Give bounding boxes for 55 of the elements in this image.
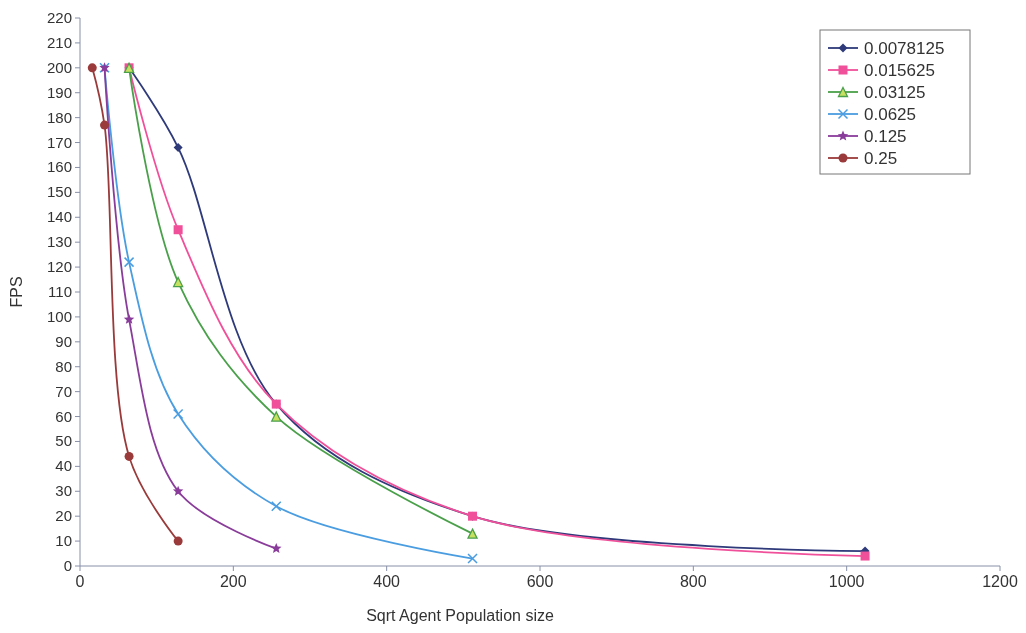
point	[172, 408, 184, 420]
x-tick-label: 200	[219, 573, 247, 590]
y-tick-label: 110	[48, 283, 72, 300]
point	[100, 120, 110, 130]
y-tick-label: 220	[46, 9, 72, 26]
point	[467, 553, 478, 564]
point	[173, 225, 183, 235]
y-tick-label: 160	[46, 158, 72, 176]
point	[860, 551, 870, 561]
point	[87, 63, 97, 73]
y-tick-label: 0	[63, 557, 72, 574]
y-tick-label: 130	[46, 233, 72, 251]
y-tick-label: 210	[46, 33, 72, 51]
y-tick-label: 60	[55, 407, 72, 425]
point	[124, 451, 134, 461]
y-tick-label: 180	[46, 108, 72, 126]
point	[271, 543, 282, 554]
y-tick-label: 80	[55, 357, 72, 375]
y-tick-label: 100	[46, 307, 72, 325]
y-tick-label: 30	[55, 482, 72, 500]
point	[123, 256, 135, 268]
y-tick-label: 90	[55, 332, 72, 350]
legend-label: 0.125	[864, 127, 907, 146]
y-tick-label: 170	[46, 133, 72, 151]
legend-label: 0.015625	[864, 61, 935, 80]
y-tick-label: 20	[55, 507, 72, 525]
x-tick-label: 600	[526, 573, 554, 590]
y-tick-label: 70	[55, 382, 72, 400]
y-tick-label: 120	[46, 258, 72, 276]
point	[173, 143, 183, 153]
legend-label: 0.25	[864, 149, 898, 168]
y-tick-label: 50	[55, 432, 72, 450]
y-tick-label: 150	[46, 183, 72, 201]
point	[173, 536, 183, 546]
x-tick-label: 0	[75, 573, 85, 590]
point	[172, 485, 184, 496]
x-tick-label: 800	[679, 573, 707, 590]
y-axis-title: FPS	[8, 276, 25, 308]
x-tick-label: 1000	[828, 573, 865, 590]
point	[271, 500, 282, 512]
legend-label: 0.0078125	[864, 39, 945, 58]
point	[123, 313, 135, 324]
y-tick-label: 10	[55, 532, 72, 550]
x-axis-title: Sqrt Agent Population size	[366, 607, 554, 624]
legend-label: 0.03125	[864, 83, 926, 102]
y-tick-label: 190	[46, 83, 72, 101]
y-tick-label: 140	[46, 208, 72, 226]
point	[467, 528, 478, 539]
y-tick-label: 200	[46, 58, 72, 76]
x-tick-label: 1200	[982, 573, 1018, 590]
y-tick-label: 40	[55, 457, 72, 475]
point	[271, 411, 282, 422]
legend-label: 0.0625	[864, 105, 916, 124]
point	[172, 276, 184, 288]
x-tick-label: 400	[373, 573, 401, 590]
